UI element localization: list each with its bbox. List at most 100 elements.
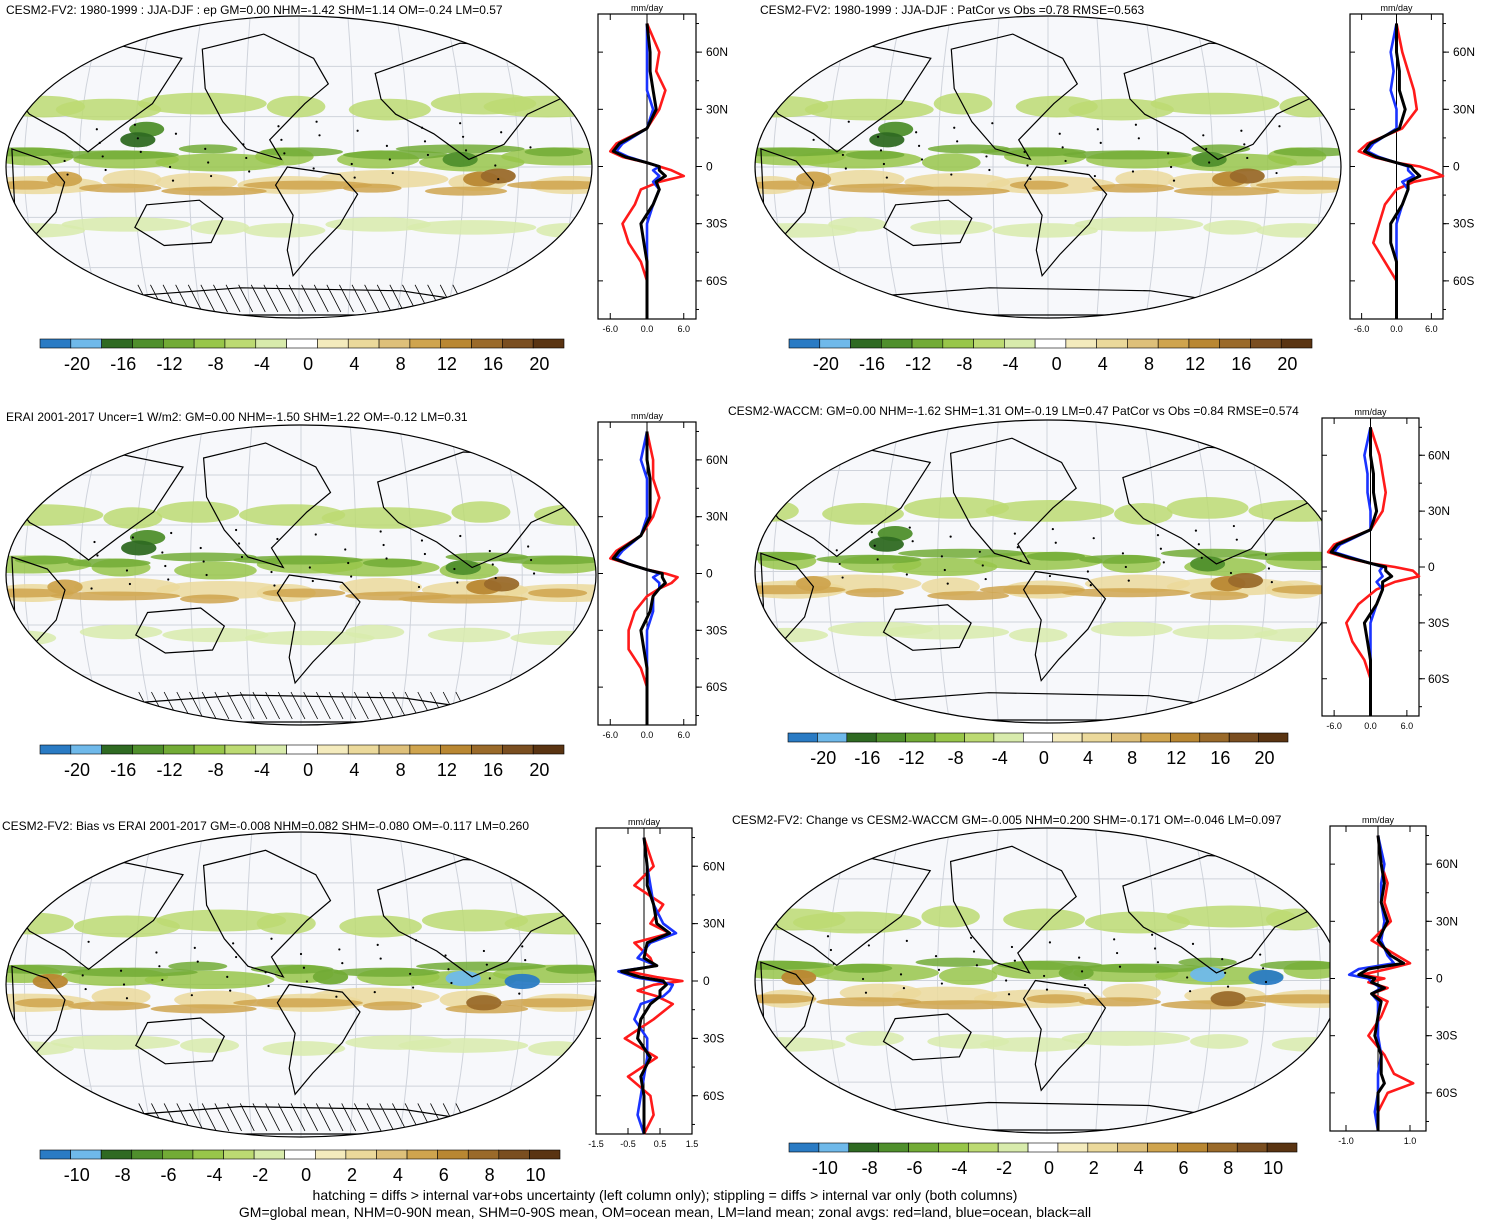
stipple — [444, 954, 447, 957]
stipple — [170, 531, 173, 535]
stipple — [95, 128, 98, 131]
precip-anomaly — [1009, 180, 1069, 190]
precip-anomaly-peak — [483, 576, 520, 592]
precip-anomaly — [1160, 548, 1266, 558]
colorbar-swatch — [471, 338, 503, 349]
colorbar-swatch — [70, 744, 102, 755]
colorbar-label: -6 — [906, 1158, 922, 1178]
stipple — [920, 158, 924, 161]
stipple — [237, 542, 241, 545]
colorbar-label: 20 — [529, 760, 549, 780]
precip-anomaly — [1084, 574, 1191, 593]
precip-anomaly-peak — [120, 132, 156, 148]
precip-anomaly-peak — [504, 973, 540, 990]
stipple — [1127, 579, 1130, 582]
lat-tick-label: 0 — [703, 974, 710, 988]
precip-anomaly — [395, 144, 525, 154]
precip-anomaly — [933, 92, 993, 115]
precip-anomaly — [1173, 186, 1280, 196]
stipple — [161, 551, 164, 554]
panel-5: CESM2-FV2: Bias vs ERAI 2001-2017 GM=-0.… — [2, 817, 725, 1185]
stipple — [335, 995, 338, 998]
colorbar: -10 -8 -6 -4 -2 0 2 4 6 8 10 — [788, 1142, 1298, 1178]
hatching — [364, 284, 379, 313]
colorbar-swatch — [905, 732, 936, 743]
colorbar-swatch — [193, 338, 226, 349]
stipple — [1051, 527, 1054, 531]
stipple — [1208, 161, 1211, 164]
coastline-australia — [882, 604, 972, 651]
stipple — [861, 977, 865, 981]
stipple — [841, 153, 845, 157]
stipple — [131, 536, 134, 539]
stipple — [412, 986, 415, 989]
stipple — [202, 560, 205, 563]
precip-anomaly-peak — [121, 540, 157, 556]
precip-anomaly — [880, 186, 1010, 196]
stipple — [391, 171, 394, 175]
x-tick-label: -6.0 — [602, 324, 618, 334]
lat-tick-label: 30N — [703, 917, 725, 931]
stipple — [1093, 174, 1096, 178]
precip-anomaly — [61, 217, 191, 232]
colorbar-label: 16 — [483, 760, 503, 780]
stipple — [63, 159, 66, 163]
colorbar-label: -8 — [208, 354, 224, 374]
colorbar-label: -16 — [854, 748, 880, 768]
lat-tick-label: 60N — [706, 45, 728, 59]
lat-tick-label: 30N — [706, 510, 728, 524]
colorbar-label: 8 — [1127, 748, 1137, 768]
zonal-mean-plot: mm/day 60N 30N 0 30S 60S -1.5 -0.5 0.5 1.5 — [588, 817, 725, 1149]
precip-anomaly — [833, 963, 893, 973]
coastline-south-america — [1022, 570, 1107, 682]
stipple — [1232, 524, 1235, 528]
stipple — [1197, 543, 1200, 546]
colorbar: -20 -16 -12 -8 -4 0 4 8 12 16 20 — [788, 338, 1313, 374]
precip-anomaly — [244, 630, 375, 646]
stipple — [1224, 971, 1227, 974]
lat-tick-label: 30S — [1428, 616, 1449, 630]
precip-anomaly — [804, 98, 934, 121]
stipple — [420, 539, 424, 542]
precip-anomaly — [155, 153, 285, 172]
colorbar-swatch — [409, 338, 442, 349]
map-area — [6, 16, 592, 318]
colorbar-swatch — [467, 1149, 500, 1160]
stipple — [988, 168, 991, 172]
precip-anomaly — [1242, 994, 1339, 1004]
stipple — [937, 968, 941, 971]
colorbar-label: 8 — [396, 760, 406, 780]
stipple — [1096, 128, 1099, 131]
colorbar-swatch — [502, 744, 534, 755]
colorbar-swatch — [1219, 338, 1251, 349]
stipple — [1194, 529, 1198, 532]
colorbar-label: -12 — [899, 748, 925, 768]
coastline-asia-west — [6, 45, 183, 153]
stipple — [532, 572, 536, 575]
precip-anomaly — [1079, 963, 1208, 973]
precip-anomaly — [1178, 957, 1237, 967]
stipple — [530, 558, 533, 562]
colorbar-swatch — [440, 744, 472, 755]
zonal-line-all — [611, 431, 667, 725]
precip-anomaly — [321, 507, 452, 529]
precip-anomaly — [150, 552, 257, 562]
zonal-line-all — [1363, 23, 1422, 319]
stipple — [1048, 574, 1052, 578]
coastline-north-america — [202, 442, 332, 569]
colorbar-label: -2 — [252, 1165, 268, 1185]
stipple — [459, 122, 462, 125]
coastline-australia — [135, 1017, 226, 1065]
stipple — [344, 548, 347, 551]
stipple — [835, 549, 838, 552]
coastline-south-america — [274, 166, 359, 278]
colorbar-label: 4 — [393, 1165, 403, 1185]
lat-tick-label: 30S — [1436, 1029, 1457, 1043]
zonal-mean-plot: mm/day 60N 30N 0 30S 60S -6.0 0.0 6.0 — [1349, 3, 1475, 334]
stipple — [388, 158, 391, 161]
hatching — [341, 691, 357, 720]
stipple — [1200, 556, 1203, 559]
panel-1: CESM2-FV2: 1980-1999 : JJA-DJF : ep GM=0… — [5, 3, 728, 374]
precip-anomaly-peak — [47, 171, 83, 187]
hatching — [341, 1103, 357, 1132]
